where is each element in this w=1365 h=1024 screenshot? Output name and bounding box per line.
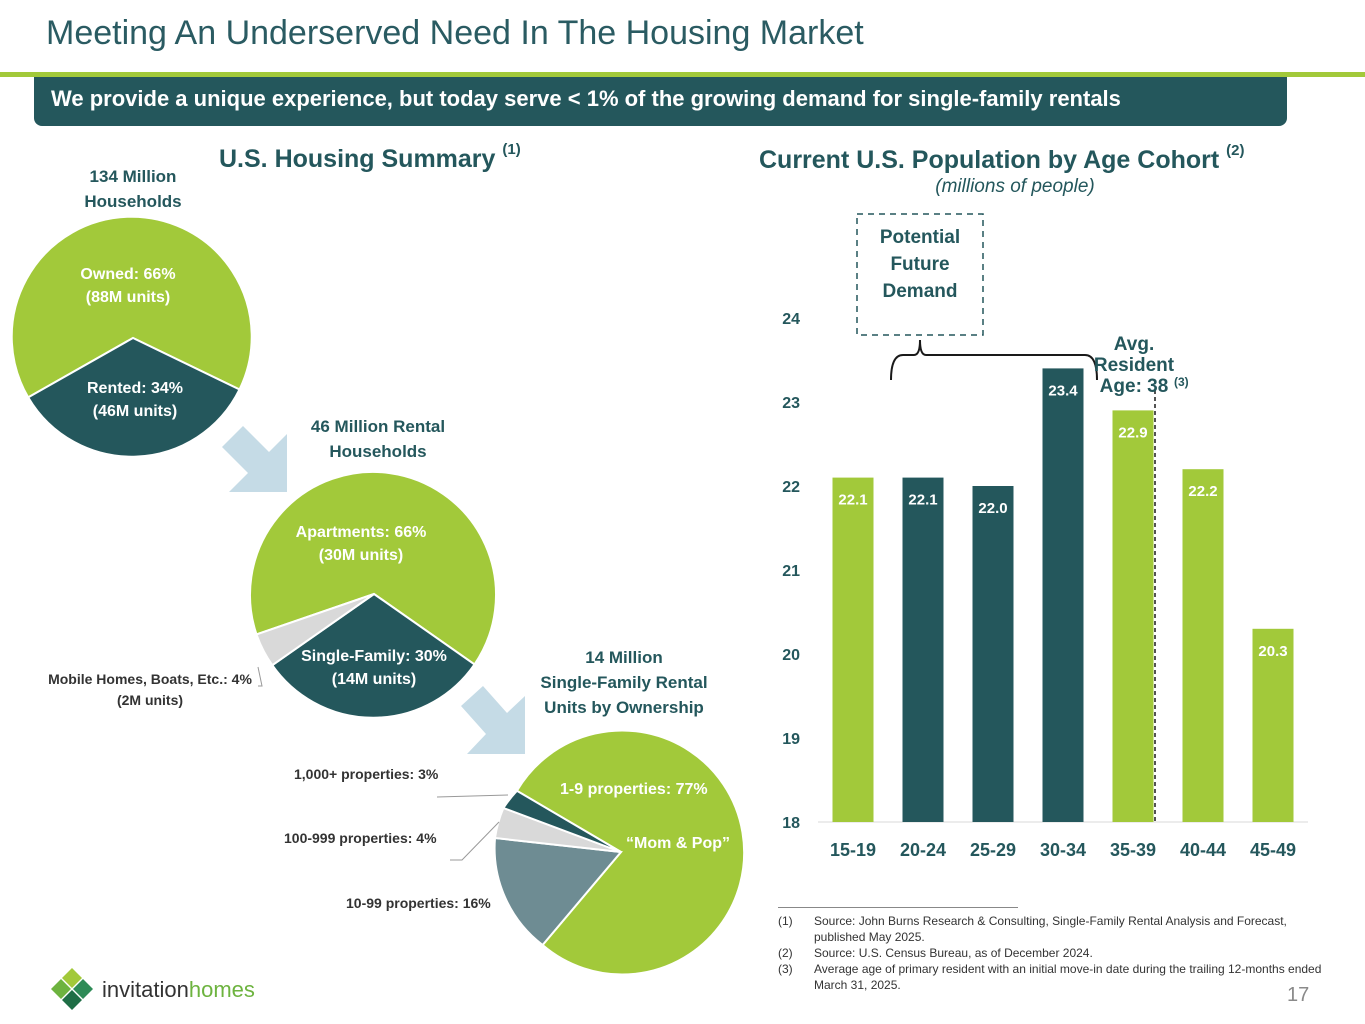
pie3-heading: 14 Million Single-Family Rental Units by O… <box>540 648 708 717</box>
bar-value-label: 22.9 <box>1118 424 1147 441</box>
pie-slice-rented <box>26 336 241 458</box>
pie-households <box>10 215 253 458</box>
x-tick-label: 30-34 <box>1040 840 1086 860</box>
footnote-2: (2) Source: U.S. Census Bureau, as of Dec… <box>778 946 1093 960</box>
subtitle-banner <box>34 77 1287 126</box>
x-tick-label: 35-39 <box>1110 840 1156 860</box>
company-logo-text: invitationhomes <box>102 977 255 1002</box>
pie-slice-apartments <box>249 470 497 666</box>
y-tick-label: 21 <box>782 563 800 580</box>
footnote-3: (3) Average age of primary resident with … <box>778 962 1322 992</box>
pie-slice-single-family <box>270 592 476 719</box>
bar-value-label: 20.3 <box>1258 643 1287 660</box>
pie2-heading: 46 Million Rental Households <box>310 417 446 461</box>
title-rule <box>0 72 1365 77</box>
bar-value-label: 22.1 <box>838 492 867 509</box>
pie3-1000-label: 1,000+ properties: 3% <box>294 766 439 782</box>
bar-15-19 <box>832 477 874 822</box>
bar-30-34 <box>1042 368 1084 822</box>
potential-demand-label: Future <box>890 254 949 275</box>
bar-25-29 <box>972 486 1014 822</box>
x-tick-label: 45-49 <box>1250 840 1296 860</box>
pie2-single-family-label: Single-Family: 30% (14M units) <box>301 648 447 688</box>
bar-value-label: 23.4 <box>1048 382 1078 399</box>
y-tick-label: 24 <box>782 311 800 328</box>
flow-arrow-1 <box>222 426 287 492</box>
subtitle-text: We provide a unique experience, but toda… <box>51 86 1121 111</box>
y-tick-label: 20 <box>782 647 800 664</box>
avg-age-label: Avg. <box>1114 334 1154 355</box>
x-tick-label: 40-44 <box>1180 840 1226 860</box>
bar-value-label: 22.1 <box>908 492 937 509</box>
pie-rental-households <box>249 470 497 719</box>
pie2-apartments-label: Apartments: 66% (30M units) <box>295 524 427 564</box>
bar-45-49 <box>1252 628 1294 822</box>
pie1-owned-label: Owned: 66% (88M units) <box>80 266 176 306</box>
pie3-10-label: 10-99 properties: 16% <box>346 895 491 911</box>
bar-35-39 <box>1112 410 1154 822</box>
page-title: Meeting An Underserved Need In The Housi… <box>46 14 864 52</box>
pie-slice-mobile <box>255 593 375 667</box>
x-tick-label: 15-19 <box>830 840 876 860</box>
pie-slice-1000-plus <box>501 789 622 853</box>
page-number: 17 <box>1287 984 1310 1006</box>
housing-pies <box>10 215 746 976</box>
pie-ownership <box>436 729 746 976</box>
pie-slice-1-9 <box>515 729 746 976</box>
bar-20-24 <box>902 477 944 822</box>
leader-line-1000 <box>436 794 509 798</box>
pie3-1-9-label: 1-9 properties: 77% <box>560 781 708 798</box>
y-tick-label: 19 <box>782 731 800 748</box>
avg-age-label: Age: 38 <box>1100 376 1169 397</box>
bar-40-44 <box>1182 469 1224 822</box>
pie1-rented-label: Rented: 34% (46M units) <box>86 380 184 420</box>
footnotes: (1) Source: John Burns Research & Consult… <box>778 913 1333 993</box>
avg-age-ref: (3) <box>1174 375 1189 389</box>
y-tick-label: 23 <box>782 395 800 412</box>
y-tick-label: 18 <box>782 815 800 832</box>
pie1-heading: 134 Million Households <box>84 167 182 211</box>
leader-line-mobile <box>257 666 263 687</box>
age-cohort-bar-chart: 18 19 20 21 22 23 24 22.1 15-19 22.1 20-24 22.0 25-2… <box>782 213 1308 860</box>
potential-demand-label: Potential <box>880 227 960 248</box>
leader-line-100 <box>450 821 500 861</box>
potential-demand-label: Demand <box>883 281 958 302</box>
pie-slice-10-99 <box>493 836 623 947</box>
footnote-1: (1) Source: John Burns Research & Consult… <box>778 914 1287 944</box>
diamond-cluster-icon <box>51 968 93 1010</box>
age-cohort-ref: (2) <box>1226 142 1245 159</box>
housing-summary-ref: (1) <box>502 141 521 158</box>
bar-value-label: 22.2 <box>1188 483 1217 500</box>
demand-brace <box>890 339 1098 381</box>
y-tick-label: 22 <box>782 479 800 496</box>
flow-arrow-2 <box>461 686 525 754</box>
pie3-100-label: 100-999 properties: 4% <box>284 830 437 846</box>
x-tick-label: 25-29 <box>970 840 1016 860</box>
potential-demand-box <box>856 213 984 336</box>
bar-value-label: 22.0 <box>978 500 1007 517</box>
pie2-mobile-label: Mobile Homes, Boats, Etc.: 4% (2M units) <box>48 671 252 708</box>
pie-slice-owned <box>10 215 253 399</box>
age-cohort-subtitle: (millions of people) <box>935 176 1095 197</box>
footnote-rule <box>778 907 1018 908</box>
x-tick-label: 20-24 <box>900 840 946 860</box>
housing-summary-title: U.S. Housing Summary (1) <box>219 141 521 173</box>
pie3-mom-pop-label: “Mom & Pop” <box>626 835 730 852</box>
avg-age-label: Resident <box>1094 355 1175 376</box>
age-cohort-title: Current U.S. Population by Age Cohort (2… <box>759 142 1245 174</box>
